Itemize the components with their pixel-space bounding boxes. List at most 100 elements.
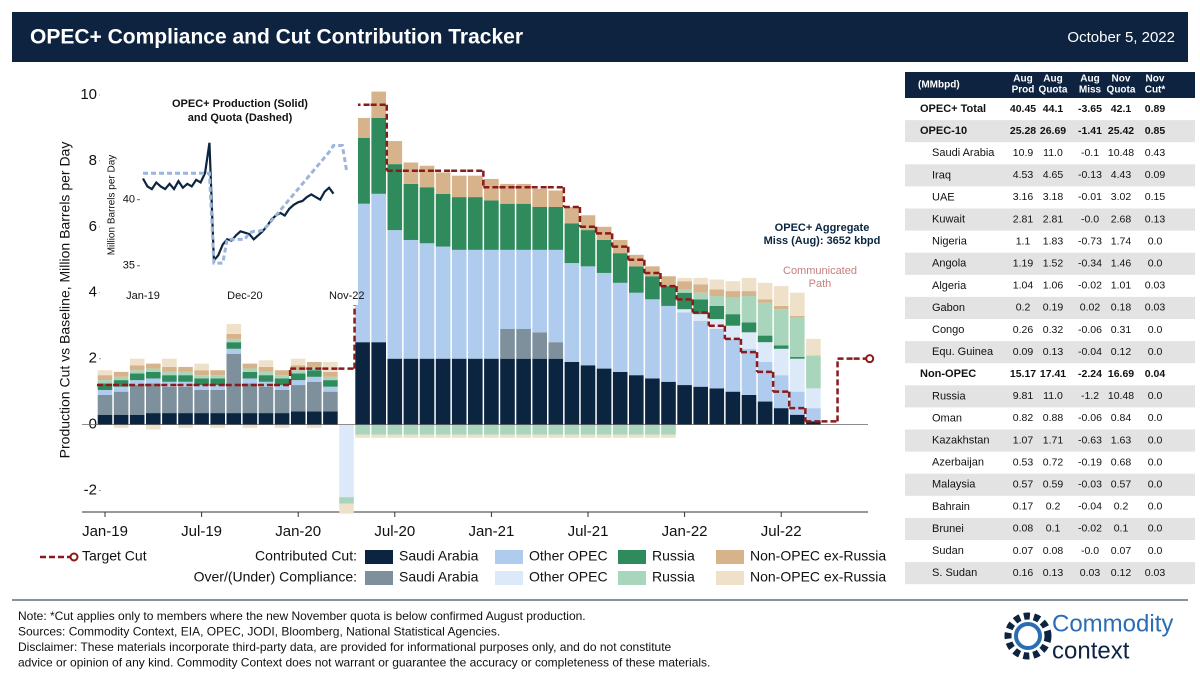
bar-segment: [500, 329, 515, 359]
table-header-bg: [905, 72, 1195, 98]
bar-segment: [516, 203, 531, 250]
bar-segment: [307, 376, 322, 382]
table-header: Nov: [1146, 74, 1165, 85]
bar-segment: [355, 434, 370, 438]
bar-segment: [274, 413, 290, 425]
table-cell: 0.04: [1145, 368, 1166, 380]
bar-segment: [741, 332, 757, 349]
x-tick-label: Jul-20: [374, 523, 415, 540]
bar-segment: [451, 358, 467, 425]
inset-y-tick-label: 35: [123, 260, 135, 272]
bar-segment: [757, 361, 773, 402]
bar-segment: [403, 358, 419, 425]
bar-segment: [773, 286, 789, 306]
table-cell: 0.59: [1043, 479, 1064, 491]
table-cell: 0.13: [1043, 567, 1064, 579]
y-tick-label: 0: [89, 416, 97, 433]
table-cell: 16.69: [1108, 368, 1134, 380]
bar-segment: [468, 197, 483, 250]
y-axis-label: Production Cut vs Baseline, Million Barr…: [57, 142, 73, 459]
bar-segment: [790, 391, 805, 415]
bar-segment: [258, 366, 274, 372]
table-cell: -0.04: [1078, 501, 1102, 513]
bar-segment: [210, 413, 225, 425]
bar-segment: [162, 381, 177, 387]
bar-segment: [419, 434, 435, 438]
bar-segment: [790, 358, 805, 392]
table-cell: 44.1: [1043, 103, 1064, 115]
table-cell: OPEC+ Total: [920, 103, 986, 115]
bar-segment: [307, 381, 322, 412]
bar-segment: [194, 375, 209, 379]
bar-segment: [210, 385, 225, 390]
table-cell: 0.2: [1016, 302, 1031, 314]
bar-segment: [806, 408, 821, 422]
bar-segment: [178, 375, 193, 382]
table-cell: 0.68: [1111, 456, 1132, 468]
table-cell: -0.06: [1078, 324, 1102, 336]
legend-swatch: [495, 550, 523, 564]
table-cell: -0.0: [1081, 213, 1099, 225]
table-cell: 4.43: [1111, 169, 1132, 181]
bar-segment: [355, 424, 370, 435]
bar-segment: [129, 385, 145, 415]
bar-segment: [645, 299, 660, 379]
legend-group-label: Over/(Under) Compliance:: [194, 569, 357, 585]
bar-segment: [612, 282, 628, 372]
bar-segment: [741, 394, 757, 425]
bar-segment: [113, 424, 129, 428]
table-cell: -0.02: [1078, 523, 1102, 535]
bar-segment: [709, 329, 725, 389]
footnote: advice or opinion of any kind. Commodity…: [18, 656, 710, 670]
y-tick-label: 4: [89, 284, 97, 301]
bar-segment: [194, 378, 209, 386]
x-tick-label: Jan-20: [275, 523, 321, 540]
bar-segment: [693, 277, 708, 285]
bar-segment: [323, 411, 338, 425]
table-cell: 0.12: [1111, 346, 1132, 358]
table-cell: S. Sudan: [932, 567, 977, 579]
bar-segment: [677, 309, 692, 313]
bar-segment: [387, 358, 403, 425]
bar-segment: [451, 249, 467, 359]
bar-segment: [790, 317, 805, 358]
bar-segment: [677, 277, 692, 282]
bar-segment: [113, 386, 129, 392]
table-cell: 0.18: [1111, 302, 1132, 314]
bar-segment: [129, 380, 145, 386]
bar-segment: [339, 497, 354, 504]
bar-segment: [725, 325, 741, 339]
bar-segment: [484, 178, 499, 201]
table-cell: 0.0: [1148, 235, 1163, 247]
inset-y-label: Million Barrels per Day: [107, 155, 118, 256]
bar-segment: [387, 230, 403, 359]
table-cell: 0.19: [1043, 302, 1064, 314]
bar-segment: [500, 183, 515, 204]
bar-segment: [693, 314, 708, 321]
bar-segment: [612, 371, 628, 425]
bar-segment: [468, 434, 483, 438]
bar-segment: [500, 424, 515, 435]
table-header: Aug: [1043, 74, 1062, 85]
bar-segment: [403, 434, 419, 438]
bar-segment: [178, 413, 193, 425]
bar-segment: [629, 375, 644, 425]
bar-segment: [97, 383, 113, 390]
bar-segment: [564, 361, 580, 425]
table-row-bg: [905, 252, 1195, 275]
table-cell: Bahrain: [932, 501, 970, 513]
bar-segment: [226, 348, 242, 354]
bar-segment: [323, 371, 338, 377]
bar-segment: [97, 370, 113, 376]
table-cell: 1.74: [1111, 235, 1132, 247]
table-header: Prod: [1012, 85, 1035, 96]
table-cell: 1.19: [1013, 258, 1034, 270]
legend-swatch: [365, 550, 393, 564]
bar-segment: [226, 338, 242, 343]
bar-segment: [113, 371, 129, 377]
bar-segment: [548, 424, 564, 435]
bar-segment: [146, 368, 161, 372]
table-header: Cut*: [1145, 85, 1166, 96]
table-cell: Kuwait: [932, 213, 965, 225]
table-row-bg: [905, 341, 1195, 364]
